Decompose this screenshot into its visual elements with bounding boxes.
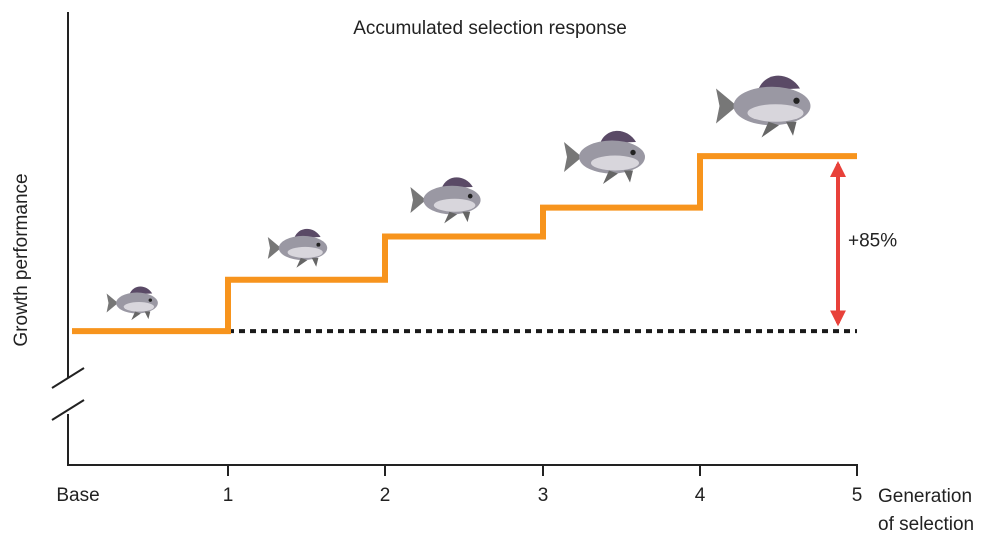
axis-break-gap — [60, 378, 76, 414]
fish-belly — [591, 155, 639, 171]
x-tick-label: 5 — [852, 485, 863, 506]
x-axis-label: of selection — [878, 514, 974, 535]
fish-eye — [316, 242, 321, 247]
fish-fin — [600, 130, 636, 144]
fish-tail — [267, 237, 281, 259]
fish-icon — [410, 177, 481, 224]
fish-belly — [287, 246, 323, 258]
fish-tail — [410, 187, 426, 213]
x-tick-label: Base — [56, 485, 99, 506]
fish-belly — [123, 302, 155, 312]
fish-eye — [630, 149, 636, 156]
chart-title: Accumulated selection response — [353, 18, 627, 39]
fish-fin — [296, 257, 319, 268]
x-axis-label: Generation — [878, 486, 972, 507]
fish-fin — [131, 311, 151, 321]
fish-fin — [444, 211, 471, 224]
fish-fin — [129, 286, 153, 295]
fish-eye — [793, 97, 800, 104]
fish-icon — [716, 75, 811, 138]
step-line — [72, 153, 857, 335]
fish-eye — [467, 193, 473, 199]
annotation: +85% — [848, 231, 897, 252]
fish-fin — [761, 121, 797, 138]
x-tick-label: 2 — [380, 485, 391, 506]
fish-fin — [758, 75, 800, 91]
fish-fin — [294, 228, 321, 239]
fish-belly — [747, 104, 804, 122]
x-tick-label: 1 — [223, 485, 234, 506]
x-tick-label: 3 — [538, 485, 549, 506]
fish-fin — [603, 170, 633, 184]
fish-tail — [106, 293, 118, 313]
y-axis-label: Growth performance — [11, 173, 32, 346]
fish-tail — [716, 88, 737, 124]
fish-icon — [564, 130, 645, 184]
fish-icon — [106, 286, 158, 321]
axis-break — [51, 399, 85, 421]
fish-fin — [441, 177, 473, 189]
fish-belly — [433, 198, 476, 212]
axis-break — [51, 367, 85, 389]
x-tick-label: 4 — [695, 485, 706, 506]
fish-tail — [564, 142, 582, 172]
fish-eye — [148, 298, 153, 302]
fish-icon — [267, 228, 328, 268]
